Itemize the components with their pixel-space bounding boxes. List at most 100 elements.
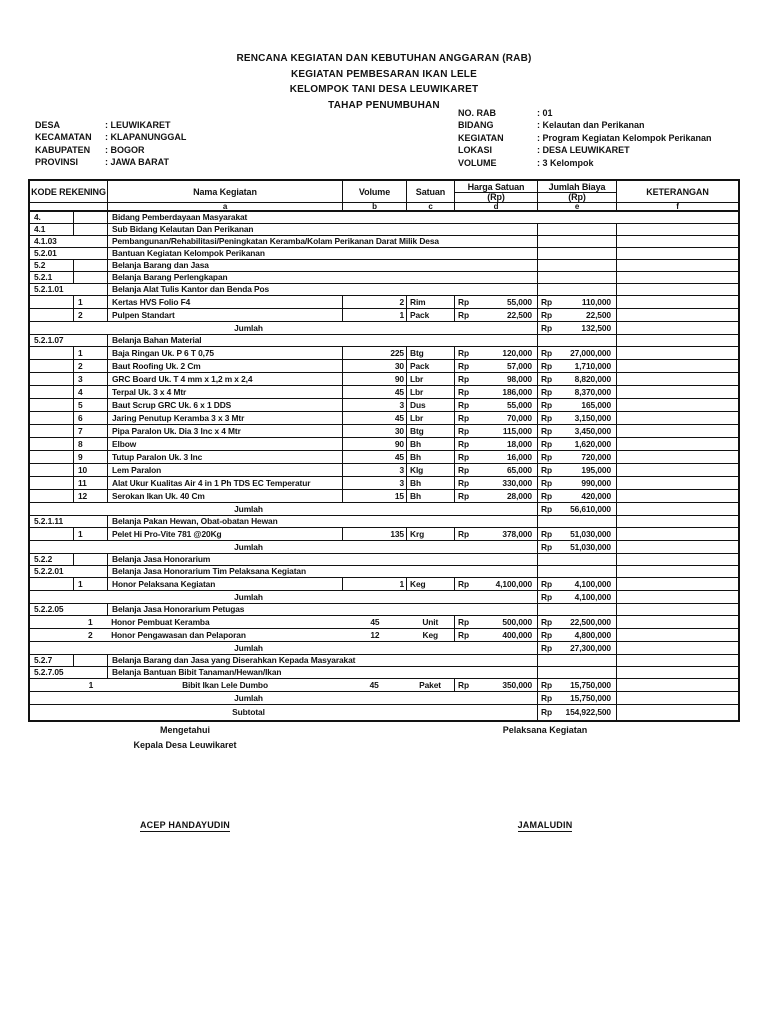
cell-satuan: Keg xyxy=(407,578,455,590)
cell-code xyxy=(30,296,74,308)
cell-jumlah-biaya xyxy=(538,272,617,283)
currency-prefix: Rp xyxy=(541,310,552,320)
cell-jumlah-biaya: Rp 4,100,000 xyxy=(538,591,617,603)
meta-left-label: PROVINSI xyxy=(35,157,79,168)
currency-prefix: Rp xyxy=(458,491,469,501)
table-row: Jumlah Rp 4,100,000 xyxy=(30,591,738,604)
cell-keterangan xyxy=(617,578,738,590)
table-row: 10 Lem Paralon 3 Klg Rp 65,000 Rp 195,000 xyxy=(30,464,738,477)
cell-keterangan xyxy=(617,451,738,463)
cell-keterangan xyxy=(617,604,738,615)
amount: 28,000 xyxy=(506,491,532,501)
table-row: 4. Bidang Pemberdayaan Masyarakat xyxy=(30,212,738,224)
meta-left-value: : LEUWIKARET xyxy=(105,120,171,130)
cell-harga-satuan: Rp 16,000 xyxy=(455,451,538,463)
amount: 195,000 xyxy=(581,465,611,475)
cell-item-number: 3 xyxy=(74,373,108,385)
meta-right-label: VOLUME xyxy=(458,157,497,168)
table-row: 1 Honor Pembuat Keramba 45 Unit Rp 500,000 Rp 2… xyxy=(30,616,738,629)
cell-activity-name: Honor Pelaksana Kegiatan xyxy=(108,578,343,590)
cell-item-number: 8 xyxy=(74,438,108,450)
signature-right-name: JAMALUDIN xyxy=(455,820,635,832)
cell-item-number: 1 xyxy=(88,680,94,690)
cell-jumlah-biaya xyxy=(538,284,617,295)
cell-activity-name: Belanja Bahan Material xyxy=(108,335,538,346)
table-row: 3 GRC Board Uk. T 4 mm x 1,2 m x 2,4 90 Lbr… xyxy=(30,373,738,386)
meta-left-value: : BOGOR xyxy=(105,144,145,155)
cell-keterangan xyxy=(617,438,738,450)
cell-volume: 15 xyxy=(343,490,407,502)
cell-code xyxy=(30,347,74,359)
cell-satuan: Lbr xyxy=(407,386,455,398)
amount: 27,300,000 xyxy=(570,643,611,653)
currency-prefix: Rp xyxy=(458,452,469,462)
meta-right-value: : Program Kegiatan Kelompok Perikanan xyxy=(537,132,712,143)
meta-right-row: VOLUME: 3 Kelompok xyxy=(458,157,712,169)
cell-jumlah-biaya xyxy=(538,604,617,615)
currency-prefix: Rp xyxy=(541,491,552,501)
amount: 350,000 xyxy=(502,680,532,690)
cell-satuan: Pack xyxy=(407,309,455,321)
table-row: 4 Terpal Uk. 3 x 4 Mtr 45 Lbr Rp 186,000 Rp 8,3… xyxy=(30,386,738,399)
cell-code xyxy=(30,477,74,489)
header-satuan: Satuan xyxy=(407,181,455,202)
cell-code xyxy=(30,629,73,641)
cell-keterangan xyxy=(617,399,738,411)
cell-activity-name: Baja Ringan Uk. P 6 T 0,75 xyxy=(108,347,343,359)
cell-keterangan xyxy=(617,528,738,540)
currency-prefix: Rp xyxy=(541,504,552,514)
table-row: 5 Baut Scrup GRC Uk. 6 x 1 DDS 3 Dus Rp 55,00… xyxy=(30,399,738,412)
header-jumlah-biaya-title: Jumlah Biaya xyxy=(538,181,616,193)
amount: 4,100,000 xyxy=(574,579,611,589)
cell-volume: 90 xyxy=(343,438,407,450)
cell-item-number xyxy=(74,212,108,223)
cell-code xyxy=(30,679,74,691)
currency-prefix: Rp xyxy=(541,478,552,488)
meta-right-value: : Kelautan dan Perikanan xyxy=(537,120,645,131)
cell-jumlah-biaya xyxy=(538,236,617,247)
cell-activity-name: Pembangunan/Rehabilitasi/Peningkatan Ker… xyxy=(108,236,538,247)
meta-left-row: KABUPATEN: BOGOR xyxy=(35,144,186,156)
cell-keterangan xyxy=(617,412,738,424)
cell-activity-name: Belanja Barang Perlengkapan xyxy=(108,272,538,283)
amount: 51,030,000 xyxy=(570,542,611,552)
cell-jumlah-label: Jumlah xyxy=(30,692,538,704)
cell-code xyxy=(30,451,74,463)
currency-prefix: Rp xyxy=(458,579,469,589)
amount: 8,370,000 xyxy=(574,387,611,397)
cell-code: 5.2 xyxy=(30,260,74,271)
cell-code: 4. xyxy=(30,212,74,223)
currency-prefix: Rp xyxy=(541,680,552,690)
cell-activity-name: Honor Pengawasan dan Pelaporan xyxy=(111,630,246,640)
cell-code: 5.2.1.07 xyxy=(30,335,108,346)
cell-activity-name: Pulpen Standart xyxy=(108,309,343,321)
currency-prefix: Rp xyxy=(458,400,469,410)
cell-harga-satuan: Rp 55,000 xyxy=(455,296,538,308)
cell-volume: 45 xyxy=(370,617,380,627)
cell-volume: 30 xyxy=(343,360,407,372)
table-row: 4.1 Sub Bidang Kelautan Dan Perikanan xyxy=(30,224,738,236)
cell-jumlah-biaya: Rp 132,500 xyxy=(538,322,617,334)
cell-activity-name: Belanja Alat Tulis Kantor dan Benda Pos xyxy=(108,284,538,295)
meta-block-left: DESA: LEUWIKARET KECAMATAN: KLAPANUNGGAL K… xyxy=(35,119,186,169)
meta-right-value: : DESA LEUWIKARET xyxy=(537,145,630,156)
currency-prefix: Rp xyxy=(458,387,469,397)
cell-jumlah-biaya: Rp 420,000 xyxy=(538,490,617,502)
signature-left-line1: Mengetahui xyxy=(159,725,210,735)
cell-code: 5.2.7 xyxy=(30,655,74,666)
cell-code xyxy=(30,386,74,398)
cell-satuan: Lbr xyxy=(407,412,455,424)
signature-right-block: Pelaksana Kegiatan xyxy=(455,723,635,738)
cell-jumlah-biaya: Rp 8,370,000 xyxy=(538,386,617,398)
amount: 27,000,000 xyxy=(570,348,611,358)
amount: 57,000 xyxy=(506,361,532,371)
cell-jumlah-biaya: Rp 15,750,000 xyxy=(538,692,617,704)
cell-jumlah-biaya xyxy=(538,655,617,666)
cell-merged-left: 2 Honor Pengawasan dan Pelaporan 12 Keg xyxy=(30,629,455,641)
cell-code: 5.2.1.11 xyxy=(30,516,108,527)
table-row: 1 Baja Ringan Uk. P 6 T 0,75 225 Btg Rp 120,0… xyxy=(30,347,738,360)
cell-item-number xyxy=(74,224,108,235)
cell-keterangan xyxy=(617,284,738,295)
letter-b: b xyxy=(343,203,407,210)
table-header-row: KODE REKENING Nama Kegiatan Volume Satua… xyxy=(30,181,738,203)
